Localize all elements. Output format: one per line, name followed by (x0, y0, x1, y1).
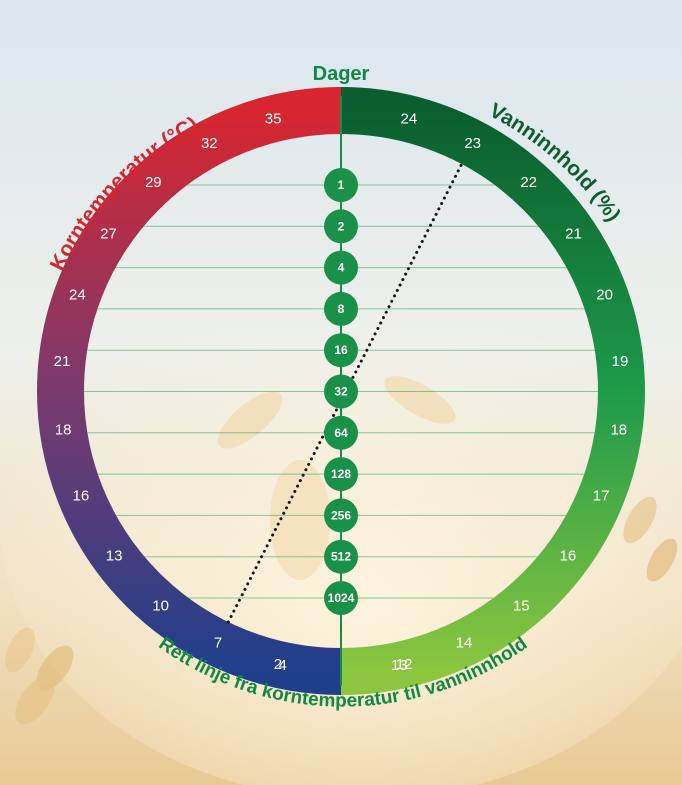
water-content-label: 14 (456, 635, 473, 652)
day-marker: 1 (324, 168, 358, 202)
day-circle (324, 209, 358, 244)
water-content-ring (341, 87, 645, 695)
temperature-label: 24 (69, 287, 86, 304)
water-content-label: 24 (401, 110, 418, 127)
day-label: 8 (338, 302, 345, 316)
water-content-label: 15 (513, 597, 530, 614)
day-circle (324, 291, 358, 326)
temperature-label: 35 (265, 110, 282, 127)
day-marker: 4 (324, 250, 358, 285)
temperature-label: 21 (54, 353, 71, 370)
day-circle (324, 457, 358, 492)
day-marker: 8 (324, 291, 358, 326)
day-label: 512 (331, 550, 351, 564)
temperature-label: 27 (100, 226, 117, 243)
day-label: 64 (334, 426, 348, 440)
water-content-label: 12 (396, 656, 413, 673)
day-label: 4 (338, 261, 345, 275)
temperature-label: 7 (214, 635, 222, 652)
wheat-decoration (5, 376, 678, 725)
water-content-label: 23 (464, 135, 481, 152)
temperature-label: 18 (55, 422, 72, 439)
water-content-label: 18 (610, 422, 627, 439)
water-content-label: 20 (596, 287, 613, 304)
day-label: 128 (331, 467, 351, 481)
temperature-label: 4 (279, 657, 287, 674)
temperature-label: 13 (106, 547, 123, 564)
day-label: 16 (334, 343, 348, 357)
day-circle (324, 539, 358, 574)
temperature-ring (37, 87, 341, 695)
day-circle (324, 168, 358, 202)
water-content-label: 19 (612, 353, 629, 370)
day-label: 256 (331, 508, 351, 522)
water-content-label: 21 (565, 226, 582, 243)
day-marker: 256 (324, 498, 358, 533)
day-marker: 32 (324, 374, 358, 409)
day-label: 32 (334, 385, 348, 399)
water-content-label: 13 (391, 657, 408, 674)
day-marker: 512 (324, 539, 358, 574)
day-circle (324, 374, 358, 409)
day-circle (324, 250, 358, 285)
water-content-label: 17 (593, 488, 610, 505)
temperature-label: 16 (73, 488, 90, 505)
day-circle (324, 415, 358, 450)
temperature-label: 10 (152, 597, 169, 614)
temperature-label: 29 (145, 174, 162, 191)
temperature-label: 2 (274, 656, 282, 673)
day-marker: 16 (324, 333, 358, 368)
day-label: 2 (338, 219, 345, 233)
day-circle (324, 581, 358, 615)
scale-ring (37, 87, 645, 695)
water-content-label: 16 (560, 547, 577, 564)
day-label: 1 (338, 178, 345, 192)
days-scale: 1 2 4 8 16 32 64 128 256 512 1024 (324, 168, 358, 615)
day-marker: 128 (324, 457, 358, 492)
day-circle (324, 498, 358, 533)
temperature-scale-labels: 35 32 29 27 24 21 18 16 13 10 7 42 (54, 110, 287, 674)
day-label: 1024 (328, 591, 355, 605)
days-title: Dager (313, 63, 370, 85)
day-circle (324, 333, 358, 368)
water-content-label: 22 (520, 174, 537, 191)
day-marker: 1024 (324, 581, 358, 615)
day-marker: 2 (324, 209, 358, 244)
day-marker: 64 (324, 415, 358, 450)
temperature-label: 32 (201, 135, 218, 152)
